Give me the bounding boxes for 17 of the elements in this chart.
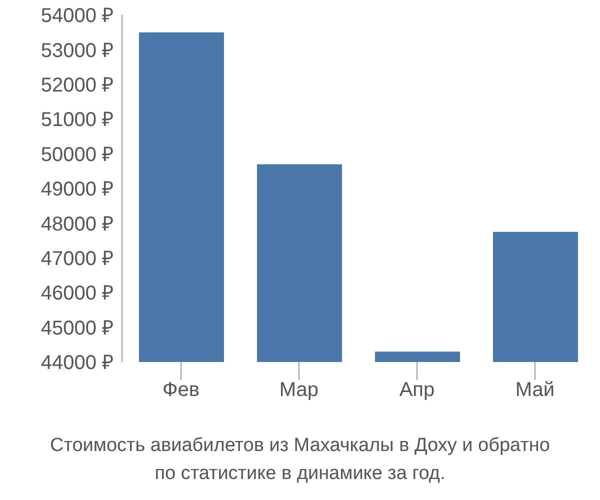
y-tick-label: 44000 ₽: [40, 352, 114, 374]
x-tick-label: Май: [515, 379, 555, 402]
text: по статистике в динамике за год.: [154, 462, 446, 486]
x-tick-label: Апр: [399, 379, 435, 402]
y-tick-label: 45000 ₽: [40, 317, 114, 340]
y-tick-label: 53000 ₽: [40, 40, 114, 62]
y-tick-label: 48000 ₽: [40, 213, 114, 236]
y-tick-label: 47000 ₽: [40, 248, 114, 270]
y-tick-label: 49000 ₽: [40, 178, 114, 201]
y-tick-label: 51000 ₽: [40, 109, 114, 132]
y-tick-label: 54000 ₽: [40, 5, 114, 28]
x-tick-label: Мар: [279, 379, 319, 402]
y-tick-label: 52000 ₽: [40, 74, 114, 96]
text: Стоимость авиабилетов из Махачкалы в Доху и обратно: [49, 434, 551, 458]
y-tick-label: 46000 ₽: [40, 282, 114, 305]
y-tick-label: 50000 ₽: [40, 144, 114, 166]
x-tick-label: Фев: [162, 379, 200, 402]
